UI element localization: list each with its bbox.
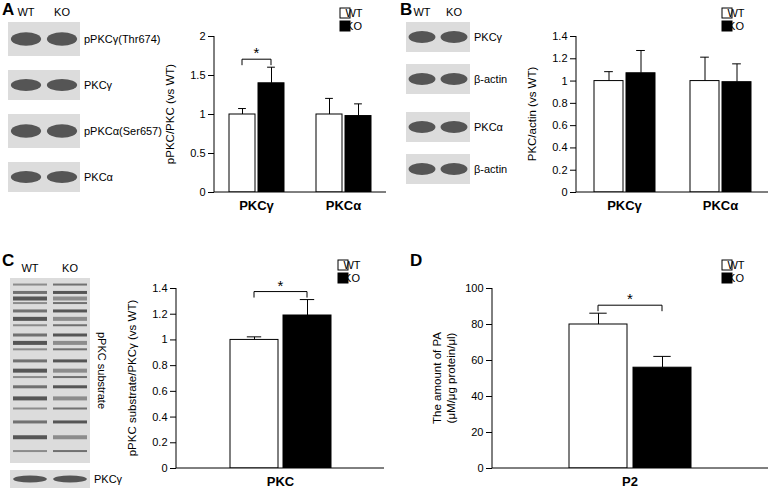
svg-text:1.4: 1.4 [152, 282, 167, 294]
svg-text:1.2: 1.2 [152, 308, 167, 320]
svg-text:KO: KO [346, 20, 362, 32]
svg-text:PKCγ: PKCγ [84, 79, 113, 91]
svg-text:pPKC/PKC (vs WT): pPKC/PKC (vs WT) [164, 64, 176, 164]
svg-text:1: 1 [561, 75, 567, 87]
svg-text:60: 60 [471, 354, 483, 366]
svg-text:PKCα: PKCα [474, 121, 504, 133]
svg-text:KO: KO [728, 272, 744, 284]
svg-text:WT: WT [727, 7, 744, 19]
svg-text:KO: KO [54, 6, 70, 18]
svg-text:WT: WT [21, 262, 38, 274]
svg-text:D: D [410, 251, 422, 270]
svg-text:KO: KO [344, 272, 360, 284]
svg-text:PKCα: PKCα [326, 198, 361, 213]
svg-text:0: 0 [561, 186, 567, 198]
svg-text:KO: KO [62, 262, 78, 274]
svg-text:0.6: 0.6 [152, 385, 167, 397]
svg-text:PKCγ: PKCγ [607, 198, 642, 213]
svg-text:B: B [400, 0, 412, 19]
svg-text:0.6: 0.6 [552, 119, 567, 131]
svg-text:1.5: 1.5 [190, 69, 205, 81]
svg-text:0.4: 0.4 [552, 141, 567, 153]
svg-text:2: 2 [199, 30, 205, 42]
svg-text:pPKCα(Ser657): pPKCα(Ser657) [84, 125, 162, 137]
svg-text:40: 40 [471, 390, 483, 402]
svg-text:WT: WT [413, 6, 430, 18]
svg-text:PKCγ: PKCγ [239, 198, 274, 213]
svg-text:WT: WT [727, 259, 744, 271]
svg-text:0.8: 0.8 [152, 359, 167, 371]
svg-text:0.5: 0.5 [190, 147, 205, 159]
svg-text:PKCγ: PKCγ [474, 31, 503, 43]
svg-text:1: 1 [161, 333, 167, 345]
svg-text:0.8: 0.8 [552, 97, 567, 109]
svg-text:WT: WT [345, 7, 362, 19]
svg-text:WT: WT [343, 259, 360, 271]
svg-text:A: A [2, 0, 14, 19]
svg-text:*: * [254, 44, 260, 61]
svg-text:pPKCγ(Thr674): pPKCγ(Thr674) [84, 33, 160, 45]
svg-text:0: 0 [199, 186, 205, 198]
svg-text:*: * [278, 277, 284, 294]
svg-text:KO: KO [446, 6, 462, 18]
svg-text:1.4: 1.4 [552, 30, 567, 42]
svg-text:P2: P2 [622, 474, 638, 489]
svg-text:PKC: PKC [267, 474, 295, 489]
svg-text:PKCγ: PKCγ [94, 473, 123, 485]
svg-text:pPKC substrate: pPKC substrate [96, 332, 108, 409]
svg-text:1: 1 [199, 108, 205, 120]
svg-text:*: * [627, 290, 633, 307]
svg-text:KO: KO [728, 20, 744, 32]
svg-text:PKCα: PKCα [703, 198, 738, 213]
svg-text:C: C [2, 251, 14, 270]
svg-text:0: 0 [161, 462, 167, 474]
svg-text:0: 0 [477, 462, 483, 474]
svg-text:80: 80 [471, 318, 483, 330]
svg-text:β-actin: β-actin [474, 73, 507, 85]
svg-text:PKC/actin (vs WT): PKC/actin (vs WT) [526, 67, 538, 162]
svg-text:0.4: 0.4 [152, 411, 167, 423]
svg-text:1.2: 1.2 [552, 52, 567, 64]
svg-text:100: 100 [465, 282, 483, 294]
svg-text:20: 20 [471, 426, 483, 438]
svg-text:0.2: 0.2 [152, 436, 167, 448]
svg-text:0.2: 0.2 [552, 164, 567, 176]
svg-text:PKCα: PKCα [84, 171, 114, 183]
svg-text:The amount of PA(μM/μg protein: The amount of PA(μM/μg protein/μl) [431, 332, 457, 424]
svg-text:pPKC substrate/PKCγ (vs WT): pPKC substrate/PKCγ (vs WT) [126, 300, 138, 457]
svg-text:WT: WT [17, 6, 34, 18]
svg-text:β-actin: β-actin [474, 163, 507, 175]
